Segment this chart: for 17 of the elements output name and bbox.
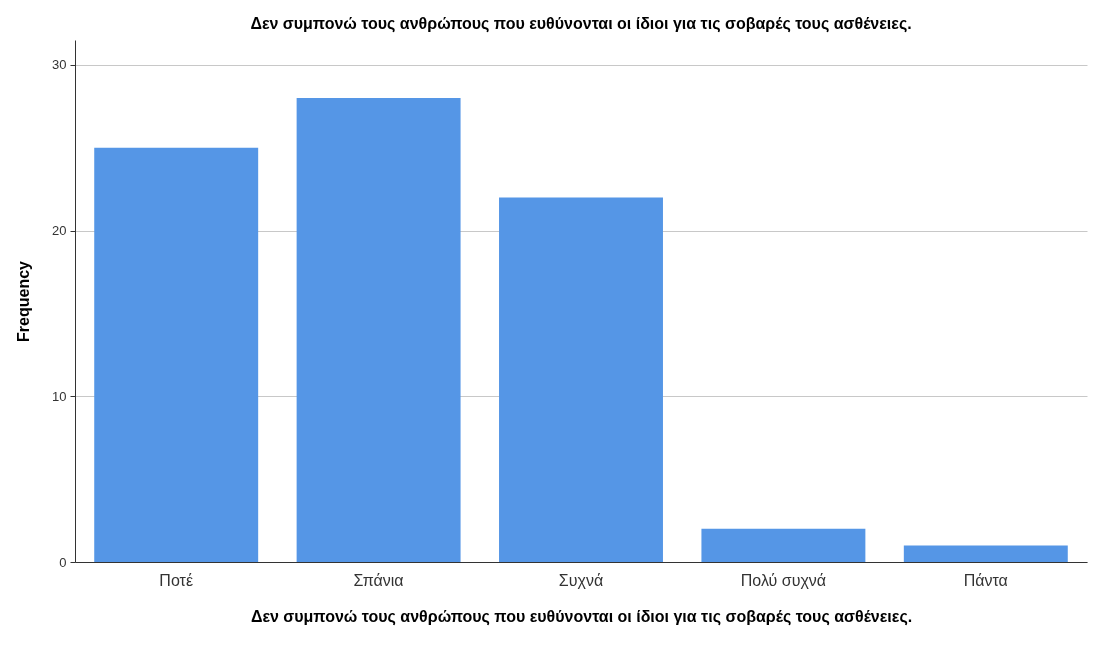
bar <box>94 147 259 562</box>
y-axis-title: Frequency <box>15 260 33 342</box>
y-tick-label: 20 <box>52 223 67 239</box>
x-axis-title: Δεν συμπονώ τους ανθρώπους που ευθύνονται οι ίδιοι για τις σοβαρές τους ασθένειες. <box>250 607 913 626</box>
y-tick-label: 0 <box>59 554 67 570</box>
bar <box>296 98 461 562</box>
x-tick-label: Συχνά <box>558 571 604 589</box>
chart-title: Δεν συμπονώ τους ανθρώπους που ευθύνονται οι ίδιοι για τις σοβαρές τους ασθένειες. <box>250 15 912 33</box>
bar <box>701 528 866 562</box>
x-tick-label: Ποτέ <box>159 571 194 589</box>
bar <box>903 545 1068 562</box>
bar <box>499 197 663 562</box>
x-tick-label: Πάντα <box>963 571 1008 589</box>
y-tick-label: 10 <box>52 388 67 404</box>
x-tick-label: Σπάνια <box>353 571 404 589</box>
x-tick-label: Πολύ συχνά <box>740 571 827 589</box>
y-tick-label: 30 <box>52 57 67 73</box>
